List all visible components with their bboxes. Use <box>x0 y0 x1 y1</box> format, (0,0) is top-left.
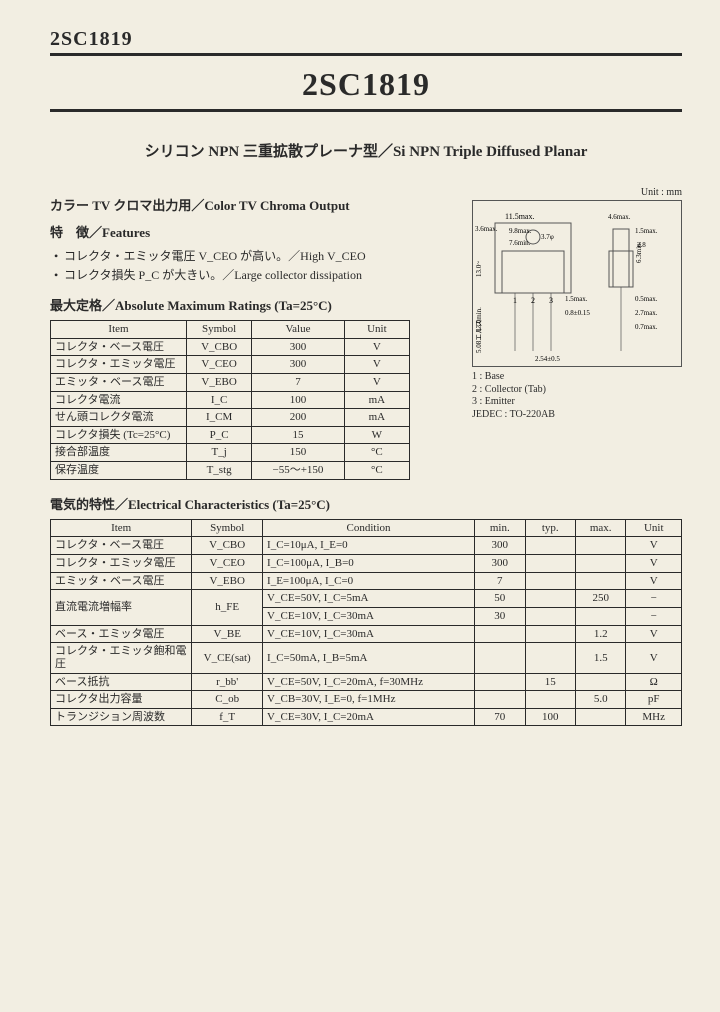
amr-row: エミッタ・ベース電圧V_EBO7V <box>51 373 410 391</box>
ec-row: コレクタ・エミッタ飽和電圧V_CE(sat)I_C=50mA, I_B=5mA1… <box>51 643 682 673</box>
ec-th: Symbol <box>192 519 263 537</box>
svg-text:2.8: 2.8 <box>637 241 646 249</box>
svg-text:3: 3 <box>549 296 553 305</box>
amr-row: コレクタ損失 (Tc=25°C)P_C15W <box>51 426 410 444</box>
ec-th: max. <box>575 519 625 537</box>
svg-text:0.7max.: 0.7max. <box>635 323 658 331</box>
ec-row: ベース・エミッタ電圧V_BEV_CE=10V, I_C=30mA1.2V <box>51 625 682 643</box>
svg-text:9.8max.: 9.8max. <box>509 227 532 235</box>
header-rule <box>50 53 682 56</box>
svg-text:2.54±0.5: 2.54±0.5 <box>535 355 560 363</box>
ec-th: typ. <box>525 519 575 537</box>
header-part-number: 2SC1819 <box>50 28 682 51</box>
svg-text:3.7φ: 3.7φ <box>541 233 554 241</box>
package-drawing: 1 2 3 11.5max. 9.8max. 7.6min. 3.7φ 3.6max… <box>472 200 682 367</box>
package-legend: 1 : Base 2 : Collector (Tab) 3 : Emitter… <box>472 371 682 421</box>
svg-text:1.5max.: 1.5max. <box>635 227 658 235</box>
ec-head-row: Item Symbol Condition min. typ. max. Uni… <box>51 519 682 537</box>
ec-table: Item Symbol Condition min. typ. max. Uni… <box>50 519 682 727</box>
legend-line: 3 : Emitter <box>472 396 682 409</box>
amr-th: Value <box>252 321 344 339</box>
svg-text:2: 2 <box>531 296 535 305</box>
features-heading: 特 徴／Features <box>50 222 462 241</box>
ec-row: コレクタ・エミッタ電圧V_CEOI_C=100μA, I_B=0300V <box>51 555 682 573</box>
page-title: 2SC1819 <box>50 66 682 103</box>
ec-row: コレクタ・ベース電圧V_CBOI_C=10μA, I_E=0300V <box>51 537 682 555</box>
ec-th: Item <box>51 519 192 537</box>
amr-row: 接合部温度T_j150°C <box>51 444 410 462</box>
svg-text:11.5max.: 11.5max. <box>505 212 534 221</box>
amr-row: 保存温度T_stg−55〜+150°C <box>51 462 410 480</box>
ec-th: Unit <box>626 519 682 537</box>
application-heading: カラー TV クロマ出力用／Color TV Chroma Output <box>50 195 462 214</box>
ec-th: min. <box>475 519 525 537</box>
svg-text:5.08エルス: 5.08エルス <box>475 320 483 353</box>
legend-line: 1 : Base <box>472 371 682 384</box>
amr-head-row: Item Symbol Value Unit <box>51 321 410 339</box>
svg-text:4.6max.: 4.6max. <box>608 213 631 221</box>
ec-row: トランジション周波数f_TV_CE=30V, I_C=20mA70100MHz <box>51 708 682 726</box>
device-type-subtitle: シリコン NPN 三重拡散プレーナ型／Si NPN Triple Diffuse… <box>50 140 682 161</box>
legend-line: JEDEC : TO-220AB <box>472 409 682 422</box>
ec-th: Condition <box>263 519 475 537</box>
amr-th: Item <box>51 321 187 339</box>
amr-row: コレクタ・エミッタ電圧V_CEO300V <box>51 356 410 374</box>
amr-table: Item Symbol Value Unit コレクタ・ベース電圧V_CBO30… <box>50 320 410 480</box>
ec-heading: 電気的特性／Electrical Characteristics (Ta=25°… <box>50 494 682 513</box>
ec-row: エミッタ・ベース電圧V_EBOI_E=100μA, I_C=07V <box>51 572 682 590</box>
svg-text:0.5max.: 0.5max. <box>635 295 658 303</box>
svg-text:7.6min.: 7.6min. <box>509 239 531 247</box>
amr-row: せん頭コレクタ電流I_CM200mA <box>51 409 410 427</box>
amr-th: Symbol <box>186 321 251 339</box>
ec-row: 直流電流増幅率h_FEV_CE=50V, I_C=5mA50250− <box>51 590 682 608</box>
amr-row: コレクタ電流I_C100mA <box>51 391 410 409</box>
unit-note: Unit : mm <box>472 187 682 198</box>
legend-line: 2 : Collector (Tab) <box>472 384 682 397</box>
svg-text:1: 1 <box>513 296 517 305</box>
svg-text:1.5max.: 1.5max. <box>565 295 588 303</box>
features-list: •コレクタ・エミッタ電圧 V_CEO が高い。／High V_CEO •コレクタ… <box>50 247 462 283</box>
amr-row: コレクタ・ベース電圧V_CBO300V <box>51 338 410 356</box>
amr-th: Unit <box>344 321 409 339</box>
title-rule <box>50 109 682 112</box>
svg-text:3.6max.: 3.6max. <box>475 225 498 233</box>
svg-text:13.0~: 13.0~ <box>475 261 483 277</box>
ec-row: ベース抵抗r_bb'V_CE=50V, I_C=20mA, f=30MHz15Ω <box>51 673 682 691</box>
feature-item: コレクタ・エミッタ電圧 V_CEO が高い。／High V_CEO <box>64 249 366 263</box>
svg-text:2.7max.: 2.7max. <box>635 309 658 317</box>
amr-heading: 最大定格／Absolute Maximum Ratings (Ta=25°C) <box>50 295 462 314</box>
svg-text:0.8±0.15: 0.8±0.15 <box>565 309 590 317</box>
ec-row: コレクタ出力容量C_obV_CB=30V, I_E=0, f=1MHz5.0pF <box>51 691 682 709</box>
feature-item: コレクタ損失 P_C が大きい。／Large collector dissipa… <box>64 268 362 282</box>
